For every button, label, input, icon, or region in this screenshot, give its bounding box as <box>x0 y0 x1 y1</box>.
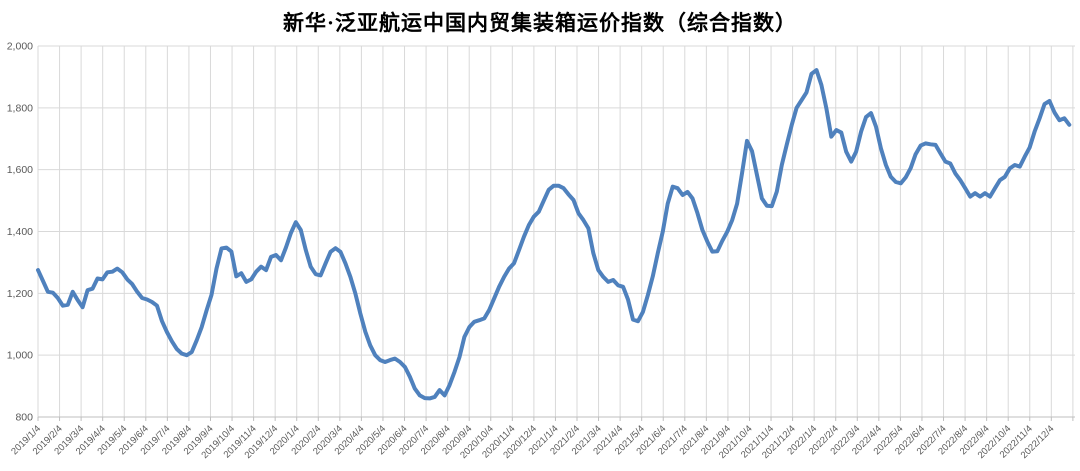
y-axis-label: 800 <box>15 412 33 424</box>
y-axis-label: 2,000 <box>7 41 33 53</box>
y-axis-label: 1,400 <box>7 226 33 238</box>
y-axis-label: 1,200 <box>7 288 33 300</box>
series-line <box>36 68 1072 401</box>
y-axis-label: 1,800 <box>7 102 33 114</box>
y-axis-label: 1,000 <box>7 350 33 362</box>
chart-title: 新华·泛亚航运中国内贸集装箱运价指数（综合指数） <box>282 11 797 35</box>
y-axis-label: 1,600 <box>7 164 33 176</box>
